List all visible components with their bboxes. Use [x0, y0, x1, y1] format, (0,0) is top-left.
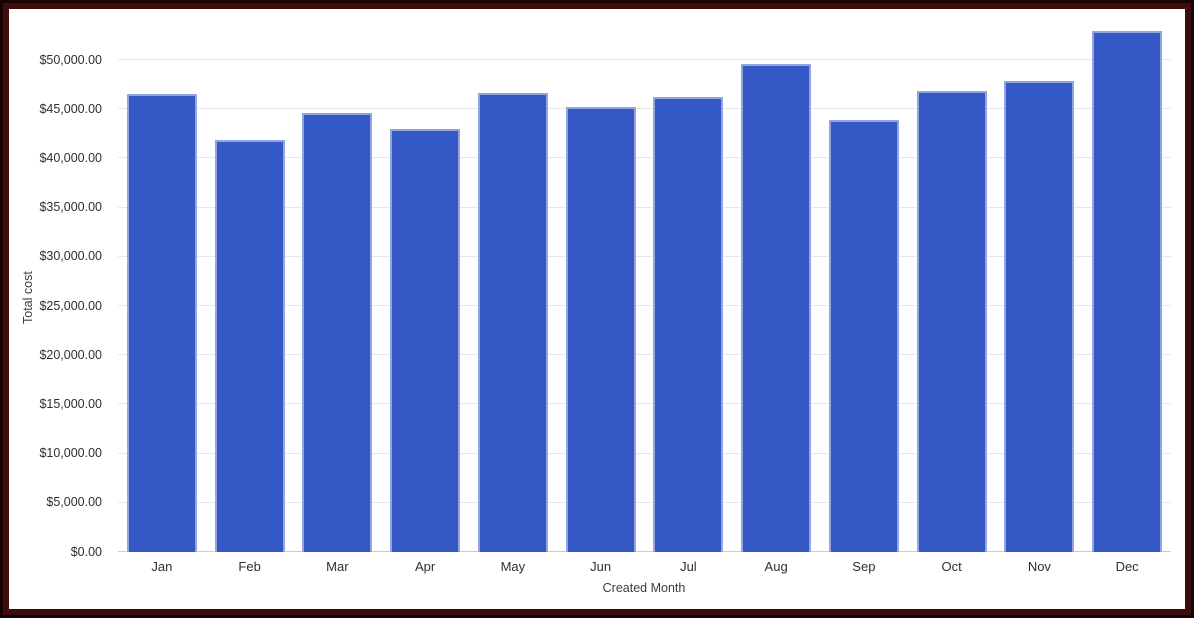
x-tick-label-feb: Feb: [238, 559, 261, 574]
chart-canvas: Total cost $0.00 $5,000.00 $10,000.00 $15,0…: [3, 3, 1191, 615]
bar-jul[interactable]: [653, 97, 724, 552]
bar-jan[interactable]: [126, 94, 197, 552]
y-tick-label-6: $30,000.00: [39, 249, 102, 264]
gridline-4: [118, 354, 1171, 356]
y-axis-tick-labels: $0.00 $5,000.00 $10,000.00 $15,000.00 $20,00…: [9, 9, 110, 609]
gridline-5: [118, 305, 1171, 306]
gridline-10: [118, 59, 1171, 60]
y-tick-label-5: $25,000.00: [39, 298, 102, 313]
bar-apr[interactable]: [390, 128, 461, 552]
x-tick-label-may: May: [500, 559, 526, 574]
bar-mar[interactable]: [302, 113, 373, 552]
y-tick-label-1: $5,000.00: [46, 495, 102, 510]
gridline-7: [118, 206, 1171, 208]
y-tick-label-3: $15,000.00: [39, 396, 102, 411]
bar-dec[interactable]: [1092, 31, 1163, 552]
x-tick-label-dec: Dec: [1115, 559, 1139, 574]
x-axis-title: Created Month: [602, 581, 686, 595]
x-tick-label-apr: Apr: [415, 559, 436, 574]
gridline-2: [118, 452, 1171, 454]
gridline-1: [118, 501, 1171, 503]
bar-feb[interactable]: [214, 139, 285, 552]
y-tick-label-9: $45,000.00: [39, 101, 102, 116]
bar-oct[interactable]: [916, 90, 987, 552]
x-tick-label-jan: Jan: [151, 559, 173, 574]
y-tick-label-10: $50,000.00: [39, 52, 102, 67]
y-tick-label-8: $40,000.00: [39, 150, 102, 165]
bar-jun[interactable]: [565, 107, 636, 552]
x-tick-label-nov: Nov: [1027, 559, 1051, 574]
x-tick-label-mar: Mar: [326, 559, 349, 574]
gridline-3: [118, 403, 1171, 405]
x-tick-label-sep: Sep: [852, 559, 876, 574]
plot-area: [118, 20, 1171, 552]
x-tick-label-jul: Jul: [680, 559, 697, 574]
bar-aug[interactable]: [741, 63, 812, 552]
y-tick-label-4: $20,000.00: [39, 347, 102, 362]
bar-nov[interactable]: [1004, 80, 1075, 552]
x-tick-label-oct: Oct: [941, 559, 962, 574]
y-tick-label-7: $35,000.00: [39, 200, 102, 215]
x-tick-label-jun: Jun: [590, 559, 612, 574]
bar-sep[interactable]: [828, 120, 899, 552]
gridline-6: [118, 255, 1171, 257]
gridline-9: [118, 108, 1171, 110]
y-tick-label-2: $10,000.00: [39, 446, 102, 461]
gridline-0: [118, 551, 1171, 552]
bar-may[interactable]: [477, 93, 548, 552]
x-tick-label-aug: Aug: [764, 559, 788, 574]
y-tick-label-0: $0.00: [70, 544, 102, 559]
gridline-8: [118, 157, 1171, 159]
